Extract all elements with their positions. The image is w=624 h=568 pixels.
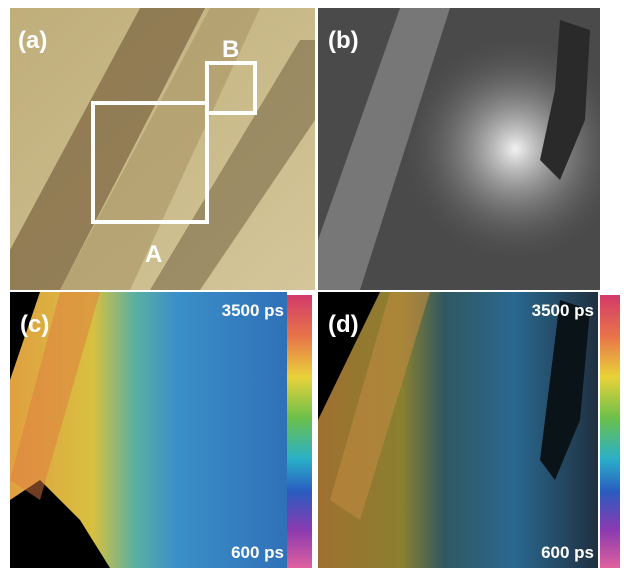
panel-label: (a) [18, 27, 47, 54]
panel-b: (b) [318, 8, 600, 290]
region-label: A [145, 241, 162, 268]
scale-min: 600 ps [541, 543, 594, 562]
panel-label: (b) [328, 27, 359, 54]
panel-label: (c) [20, 311, 49, 338]
figure: (a) B A (b) (c) 3500 ps 600 ps (d) 3500 … [0, 0, 624, 568]
color-bar [287, 295, 312, 568]
panel-a: (a) B A [10, 8, 315, 290]
scale-min: 600 ps [231, 543, 284, 562]
region-label: B [222, 36, 239, 63]
panel-d: (d) 3500 ps 600 ps [318, 292, 620, 568]
scale-max: 3500 ps [532, 301, 594, 320]
panel-c: (c) 3500 ps 600 ps [10, 292, 312, 568]
scale-max: 3500 ps [222, 301, 284, 320]
color-bar [600, 295, 620, 568]
panel-label: (d) [328, 311, 359, 338]
